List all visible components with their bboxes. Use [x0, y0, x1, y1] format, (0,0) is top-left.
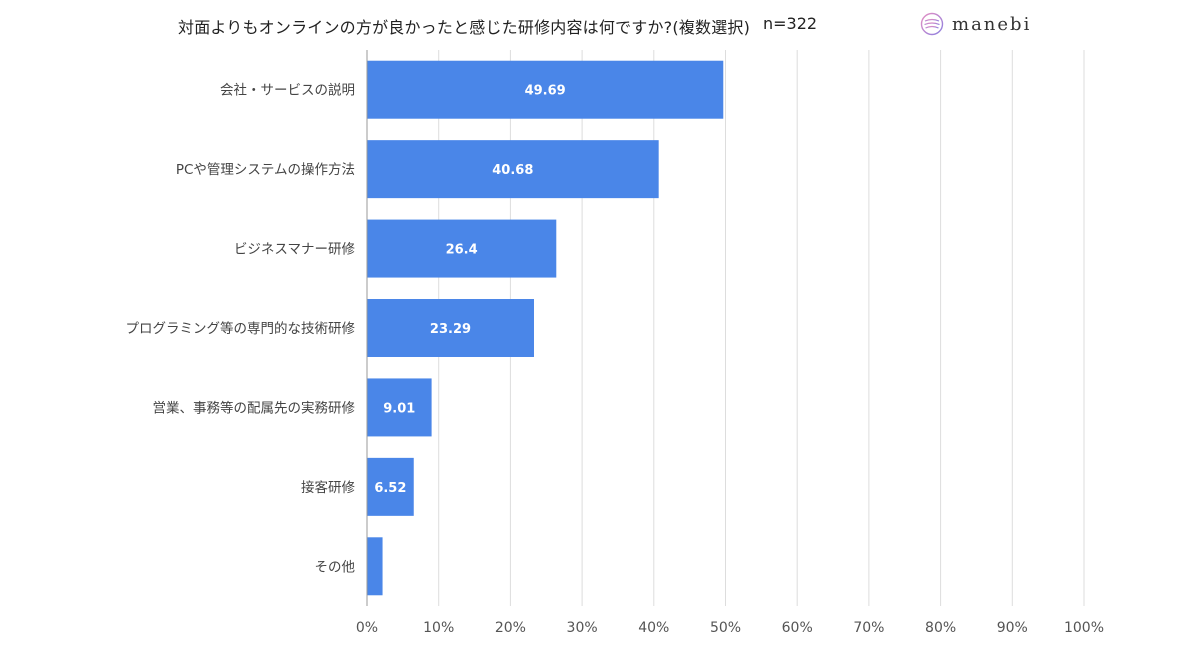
x-tick-label: 20% [495, 620, 526, 636]
data-label: 23.29 [430, 322, 471, 337]
manebi-logo-icon [920, 12, 944, 36]
x-tick-label: 40% [638, 620, 669, 636]
bar [367, 457, 414, 516]
chart-title: 対面よりもオンラインの方が良かったと感じた研修内容は何ですか?(複数選択) [178, 18, 751, 37]
data-label: 26.4 [446, 243, 478, 258]
sample-size-label: n=322 [763, 14, 818, 33]
category-label: その他 [315, 559, 356, 575]
bar [367, 537, 383, 596]
x-tick-label: 10% [423, 620, 454, 636]
bar [367, 299, 534, 357]
x-tick-label: 100% [1064, 620, 1104, 636]
category-label: 営業、事務等の配属先の実務研修 [153, 399, 356, 416]
bar [367, 219, 557, 278]
bar [367, 378, 432, 437]
data-label: 40.68 [492, 163, 533, 178]
bar [367, 60, 724, 119]
x-tick-label: 90% [997, 620, 1028, 636]
brand-name: manebi [952, 13, 1032, 35]
x-tick-label: 0% [356, 620, 378, 636]
category-label: 接客研修 [301, 479, 355, 496]
category-label: PCや管理システムの操作方法 [176, 162, 355, 178]
brand-logo: manebi [920, 12, 1031, 36]
data-label: 9.01 [383, 401, 415, 416]
x-tick-label: 50% [710, 620, 741, 636]
x-tick-label: 30% [567, 620, 598, 636]
x-tick-label: 70% [853, 620, 884, 636]
category-label: 会社・サービスの説明 [220, 83, 355, 99]
category-label: プログラミング等の専門的な技術研修 [126, 320, 356, 337]
category-label: ビジネスマナー研修 [234, 242, 356, 258]
data-label: 49.69 [525, 84, 566, 99]
bar [367, 140, 659, 199]
x-tick-label: 80% [925, 620, 956, 636]
x-tick-label: 60% [782, 620, 813, 636]
data-label: 6.52 [374, 481, 406, 496]
